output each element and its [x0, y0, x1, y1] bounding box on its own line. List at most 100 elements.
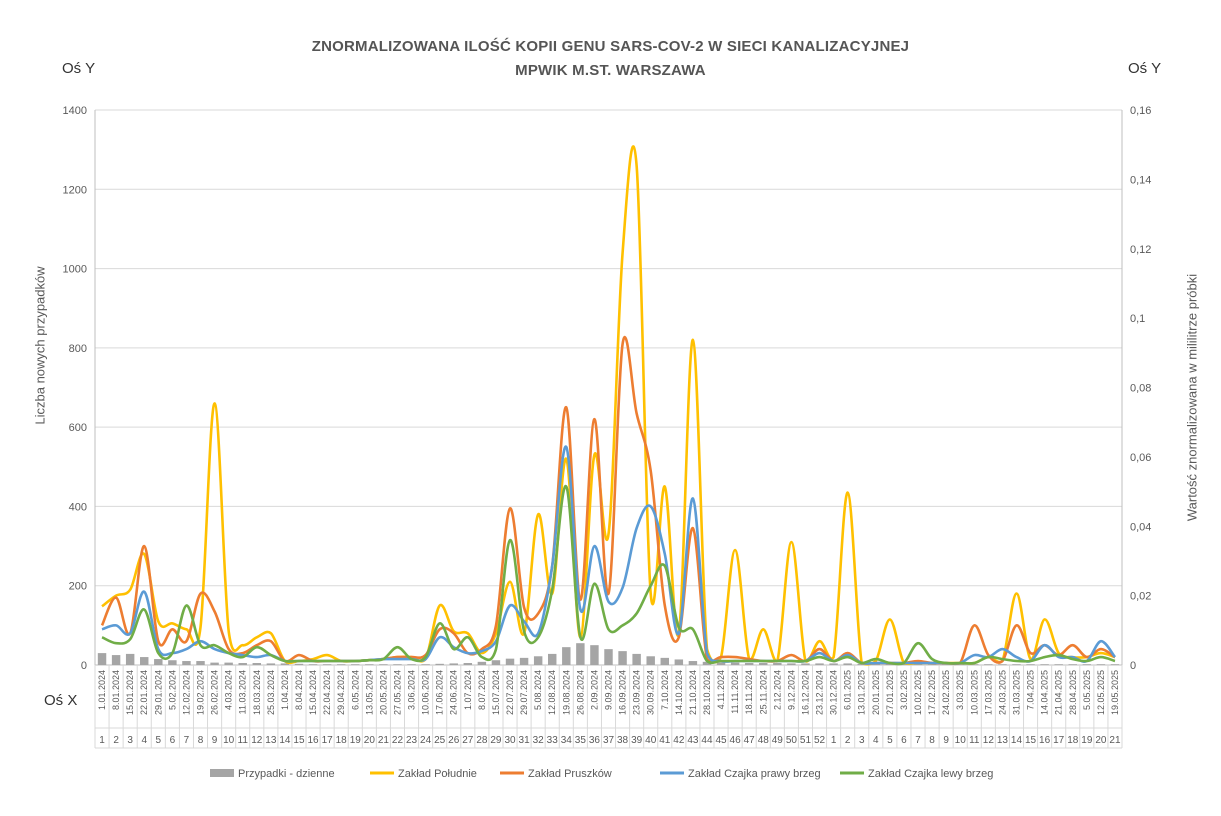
x-axis-name: Oś X [44, 692, 78, 709]
x-week-label: 49 [772, 735, 784, 746]
x-week-label: 15 [293, 735, 305, 746]
x-week-label: 22 [392, 735, 404, 746]
x-week-label: 26 [448, 735, 460, 746]
x-date-label: 26.08.2024 [575, 670, 585, 715]
bar-cases [336, 664, 346, 665]
right-tick-label: 0,02 [1130, 591, 1151, 603]
x-date-label: 30.12.2024 [829, 670, 839, 715]
x-week-label: 12 [983, 735, 995, 746]
bar-cases [660, 657, 669, 665]
bar-cases [154, 659, 163, 665]
left-tick-label: 1400 [63, 105, 87, 117]
x-week-label: 25 [434, 735, 446, 746]
x-date-label: 29.04.2024 [336, 670, 346, 715]
x-date-label: 21.04.2025 [1054, 670, 1064, 715]
x-date-label: 10.06.2024 [421, 670, 431, 715]
x-date-label: 19.02.2024 [196, 670, 206, 715]
series-line-zak-ad-pruszk-w [100, 335, 1116, 666]
x-date-label: 15.07.2024 [491, 670, 501, 715]
chart-subtitle: MPWIK M.ST. WARSZAWA [515, 62, 706, 79]
legend-entry: Zakład Południe [398, 768, 477, 780]
bar-cases [97, 653, 107, 665]
x-date-label: 16.09.2024 [618, 670, 628, 715]
x-date-label: 26.02.2024 [210, 670, 220, 715]
bar-cases [548, 653, 557, 665]
left-tick-label: 1000 [63, 264, 87, 276]
x-date-label: 22.07.2024 [505, 670, 515, 715]
x-date-label: 24.03.2025 [997, 670, 1007, 715]
bar-cases [322, 664, 332, 665]
x-date-label: 11.03.2024 [238, 670, 248, 714]
x-week-label: 31 [519, 735, 531, 746]
bar-cases [168, 660, 177, 665]
left-tick-label: 200 [69, 581, 87, 593]
bar-cases [449, 663, 458, 665]
x-week-label: 2 [113, 735, 119, 746]
x-date-label: 21.10.2024 [688, 670, 698, 715]
x-date-label: 27.01.2025 [885, 670, 895, 715]
x-week-label: 32 [533, 735, 545, 746]
x-date-label: 20.05.2024 [378, 670, 388, 715]
x-date-label: 24.06.2024 [449, 670, 459, 715]
right-tick-label: 0,06 [1130, 452, 1151, 464]
bar-cases [365, 664, 374, 665]
bar-cases [604, 649, 613, 665]
bar-cases [885, 663, 895, 665]
right-tick-label: 0,12 [1130, 244, 1151, 256]
bar-cases [815, 663, 824, 665]
x-date-label: 12.05.2025 [1096, 670, 1106, 715]
x-week-label: 37 [603, 735, 615, 746]
bar-cases [210, 662, 219, 665]
bar-cases [280, 663, 290, 665]
legend-entry: Zakład Czajka lewy brzeg [868, 768, 993, 780]
x-week-label: 23 [406, 735, 418, 746]
legend-swatch-bar [210, 769, 234, 777]
x-date-label: 31.03.2025 [1011, 670, 1021, 715]
bar-cases [674, 659, 684, 665]
x-date-label: 28.10.2024 [702, 670, 712, 715]
x-date-label: 4.03.2024 [224, 670, 234, 710]
bar-cases [125, 653, 135, 665]
bar-cases [196, 661, 205, 665]
x-date-label: 10.02.2025 [913, 670, 923, 715]
x-week-label: 51 [800, 735, 812, 746]
bar-cases [1054, 664, 1063, 665]
x-week-label: 43 [687, 735, 699, 746]
bar-cases [801, 663, 810, 665]
bar-cases [632, 653, 641, 665]
left-tick-label: 1200 [63, 184, 87, 196]
x-week-label: 35 [575, 735, 587, 746]
bar-cases [829, 663, 838, 665]
x-week-label: 3 [859, 735, 865, 746]
x-date-label: 5.08.2024 [533, 670, 543, 710]
x-week-label: 48 [758, 735, 770, 746]
bar-cases [688, 661, 698, 665]
x-date-label: 12.02.2024 [181, 670, 191, 715]
x-date-label: 29.07.2024 [519, 670, 529, 715]
bar-cases [716, 662, 726, 665]
x-date-label: 7.10.2024 [660, 670, 670, 710]
bar-cases [519, 657, 529, 665]
bar-cases [1068, 664, 1077, 665]
bar-cases [238, 663, 247, 665]
x-date-label: 1.07.2024 [463, 670, 473, 710]
x-week-label: 18 [336, 735, 348, 746]
x-date-label: 18.03.2024 [252, 670, 262, 715]
left-tick-label: 600 [69, 422, 87, 434]
x-date-label: 17.02.2025 [927, 670, 937, 715]
x-date-label: 12.08.2024 [547, 670, 557, 715]
bar-cases [351, 664, 360, 665]
x-date-label: 14.04.2025 [1040, 670, 1050, 715]
legend-entry: Zakład Pruszków [528, 768, 612, 780]
x-week-label: 21 [1109, 735, 1121, 746]
x-week-label: 2 [845, 735, 851, 746]
x-date-label: 8.04.2024 [294, 670, 304, 710]
x-week-label: 21 [378, 735, 390, 746]
bar-cases [871, 663, 881, 665]
x-week-label: 38 [617, 735, 629, 746]
x-week-label: 27 [462, 735, 474, 746]
bar-cases [182, 661, 191, 665]
x-week-label: 6 [901, 735, 907, 746]
x-week-label: 19 [350, 735, 362, 746]
x-date-label: 14.10.2024 [674, 670, 684, 715]
